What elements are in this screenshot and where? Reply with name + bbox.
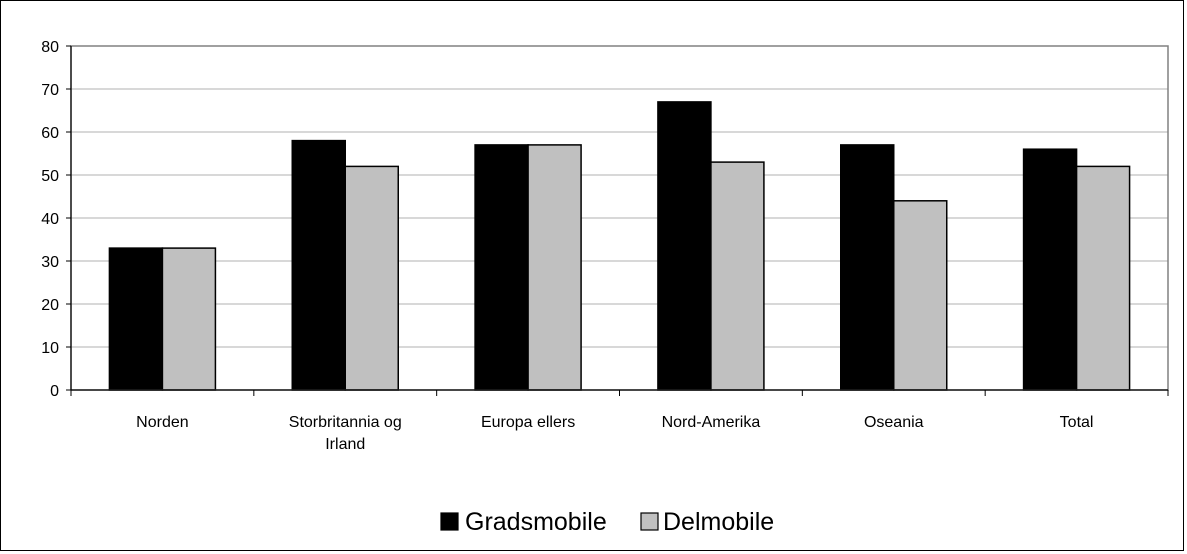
bar-delmobile (893, 200, 948, 391)
y-tick-label: 50 (41, 168, 59, 185)
bar-gradsmobile (291, 139, 346, 391)
legend-label-gradsmobile: Gradsmobile (465, 508, 607, 536)
bar-delmobile (527, 144, 582, 391)
y-tick-label: 10 (41, 340, 59, 357)
x-tick-label: Europa ellers (481, 414, 575, 431)
y-tick-label: 80 (41, 39, 59, 56)
axes (66, 45, 1169, 396)
bar-delmobile (1075, 165, 1131, 391)
x-tick-label: Storbritannia og Irland (289, 414, 402, 453)
legend-swatch-delmobile (640, 512, 659, 531)
x-tick-label: Total (1060, 414, 1094, 431)
bar-gradsmobile (474, 144, 529, 391)
bar-gradsmobile (840, 144, 895, 391)
legend: Gradsmobile Delmobile (440, 508, 774, 536)
x-tick-labels: Norden Storbritannia og Irland Europa eller… (136, 414, 1093, 453)
y-tick-label: 0 (50, 383, 59, 400)
bar-gradsmobile (108, 247, 164, 391)
y-tick-label: 60 (41, 125, 59, 142)
x-tick-label: Oseania (864, 414, 924, 431)
bar-delmobile (344, 165, 399, 391)
y-tick-label: 70 (41, 82, 59, 99)
gridlines (71, 45, 1168, 348)
x-tick-label: Norden (136, 414, 188, 431)
bar-delmobile (161, 247, 217, 391)
y-tick-labels: 0 10 20 30 40 50 60 70 80 (41, 39, 59, 400)
y-tick-label: 40 (41, 211, 59, 228)
x-tick-label: Nord-Amerika (662, 414, 761, 431)
y-tick-label: 30 (41, 254, 59, 271)
bar-gradsmobile (1022, 148, 1078, 391)
legend-swatch-gradsmobile (440, 512, 459, 531)
bar-gradsmobile (657, 101, 712, 391)
bars (108, 101, 1131, 391)
y-tick-label: 20 (41, 297, 59, 314)
bar-delmobile (710, 161, 765, 391)
legend-label-delmobile: Delmobile (663, 508, 774, 536)
